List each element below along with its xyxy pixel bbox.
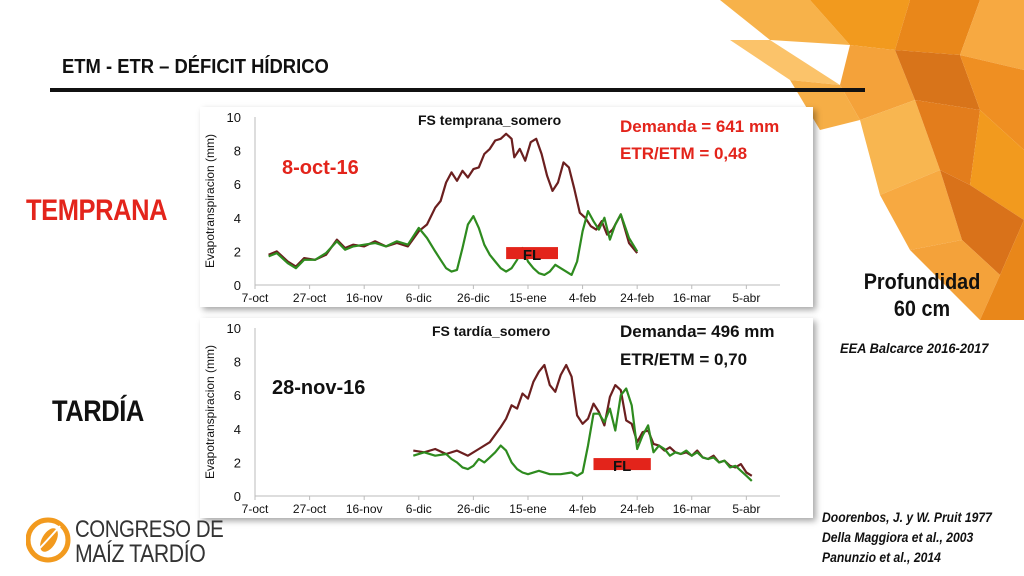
decorative-shapes [720,0,1024,320]
x-tick-label: 27-oct [293,291,327,305]
y-tick-label: 4 [234,211,241,226]
label-temprana: TEMPRANA [26,194,168,227]
x-tick-label: 6-dic [406,291,432,305]
profundidad-line1: Profundidad [863,269,981,294]
chart-tardia: 0 2 4 6 8 10 7-oct 27-oct 16-nov 6-dic 26-dic 15-en… [203,321,780,516]
profundidad-label: Profundidad 60 cm [859,268,985,322]
x-tick-label: 27-oct [293,502,327,516]
series-line-etm [268,132,639,268]
x-tick-label: 24-feb [620,291,654,305]
x-tick-label: 16-nov [346,502,383,516]
reference-item: Della Maggiora et al., 2003 [822,530,974,545]
chart-title: FS tardía_somero [432,323,550,339]
x-tick-label: 15-ene [509,291,547,305]
y-axis-label: Evapotranspiracion (mm) [203,134,217,268]
congress-logo-icon [26,517,71,563]
chart-panel-tardia: 0 2 4 6 8 10 7-oct 27-oct 16-nov 6-dic 26-dic 15-en… [200,318,813,518]
x-tick-label: 7-oct [242,502,269,516]
y-tick-label: 2 [234,244,241,259]
y-tick-label: 8 [234,144,241,159]
series-line-etr [412,387,753,482]
x-tick-label: 26-dic [457,291,490,305]
title-rule [50,88,865,92]
demand-annotation: Demanda = 641 mm [620,117,779,136]
references: Doorenbos, J. y W. Pruit 1977 Della Magg… [822,508,992,568]
y-axis-label: Evapotranspiracion (mm) [203,345,217,479]
profundidad-line2: 60 cm [893,296,951,321]
demand-annotation: Demanda= 496 mm [620,322,775,341]
flowering-bar [593,458,651,471]
x-tick-label: 24-feb [620,502,654,516]
x-tick-label: 16-nov [346,291,383,305]
x-tick-label: 15-ene [509,502,547,516]
etr-etm-ratio-annotation: ETR/ETM = 0,70 [620,350,747,369]
logo-text-line1: CONGRESO DE [75,516,224,543]
y-tick-label: 6 [234,177,241,192]
logo-text-line2: MAÍZ TARDÍO [75,540,206,568]
y-tick-label: 10 [227,110,241,125]
y-tick-label: 0 [234,489,241,504]
chart-panel-temprana: 0 2 4 6 8 10 7-oct 27-oct 16-nov 6-dic 26-dic 15-en… [200,107,813,307]
y-tick-label: 4 [234,422,241,437]
y-tick-label: 8 [234,355,241,370]
x-tick-label: 26-dic [457,502,490,516]
flowering-bar [506,247,558,260]
eea-label: EEA Balcarce 2016-2017 [840,340,989,356]
flowering-label: FL [613,458,631,475]
x-tick-label: 4-feb [569,502,597,516]
x-tick-label: 4-feb [569,291,597,305]
series-line-etm [413,363,753,477]
sowing-date-label: 8-oct-16 [282,157,359,179]
slide-title: ETM - ETR – DÉFICIT HÍDRICO [62,56,329,78]
x-tick-label: 5-abr [732,502,760,516]
etr-etm-ratio-annotation: ETR/ETM = 0,48 [620,144,747,163]
x-tick-label: 16-mar [673,502,711,516]
y-tick-label: 2 [234,455,241,470]
chart-temprana: 0 2 4 6 8 10 7-oct 27-oct 16-nov 6-dic 26-dic 15-en… [203,110,780,305]
x-tick-label: 5-abr [732,291,760,305]
series-line-etr [268,209,639,276]
label-tardia: TARDÍA [52,395,144,428]
x-tick-label: 16-mar [673,291,711,305]
chart-title: FS temprana_somero [418,112,561,128]
y-tick-label: 10 [227,321,241,336]
flowering-label: FL [523,247,541,264]
reference-item: Doorenbos, J. y W. Pruit 1977 [822,510,992,525]
x-tick-label: 6-dic [406,502,432,516]
reference-item: Panunzio et al., 2014 [822,550,941,565]
y-tick-label: 0 [234,278,241,293]
x-tick-label: 7-oct [242,291,269,305]
y-tick-label: 6 [234,388,241,403]
sowing-date-label: 28-nov-16 [272,377,365,399]
